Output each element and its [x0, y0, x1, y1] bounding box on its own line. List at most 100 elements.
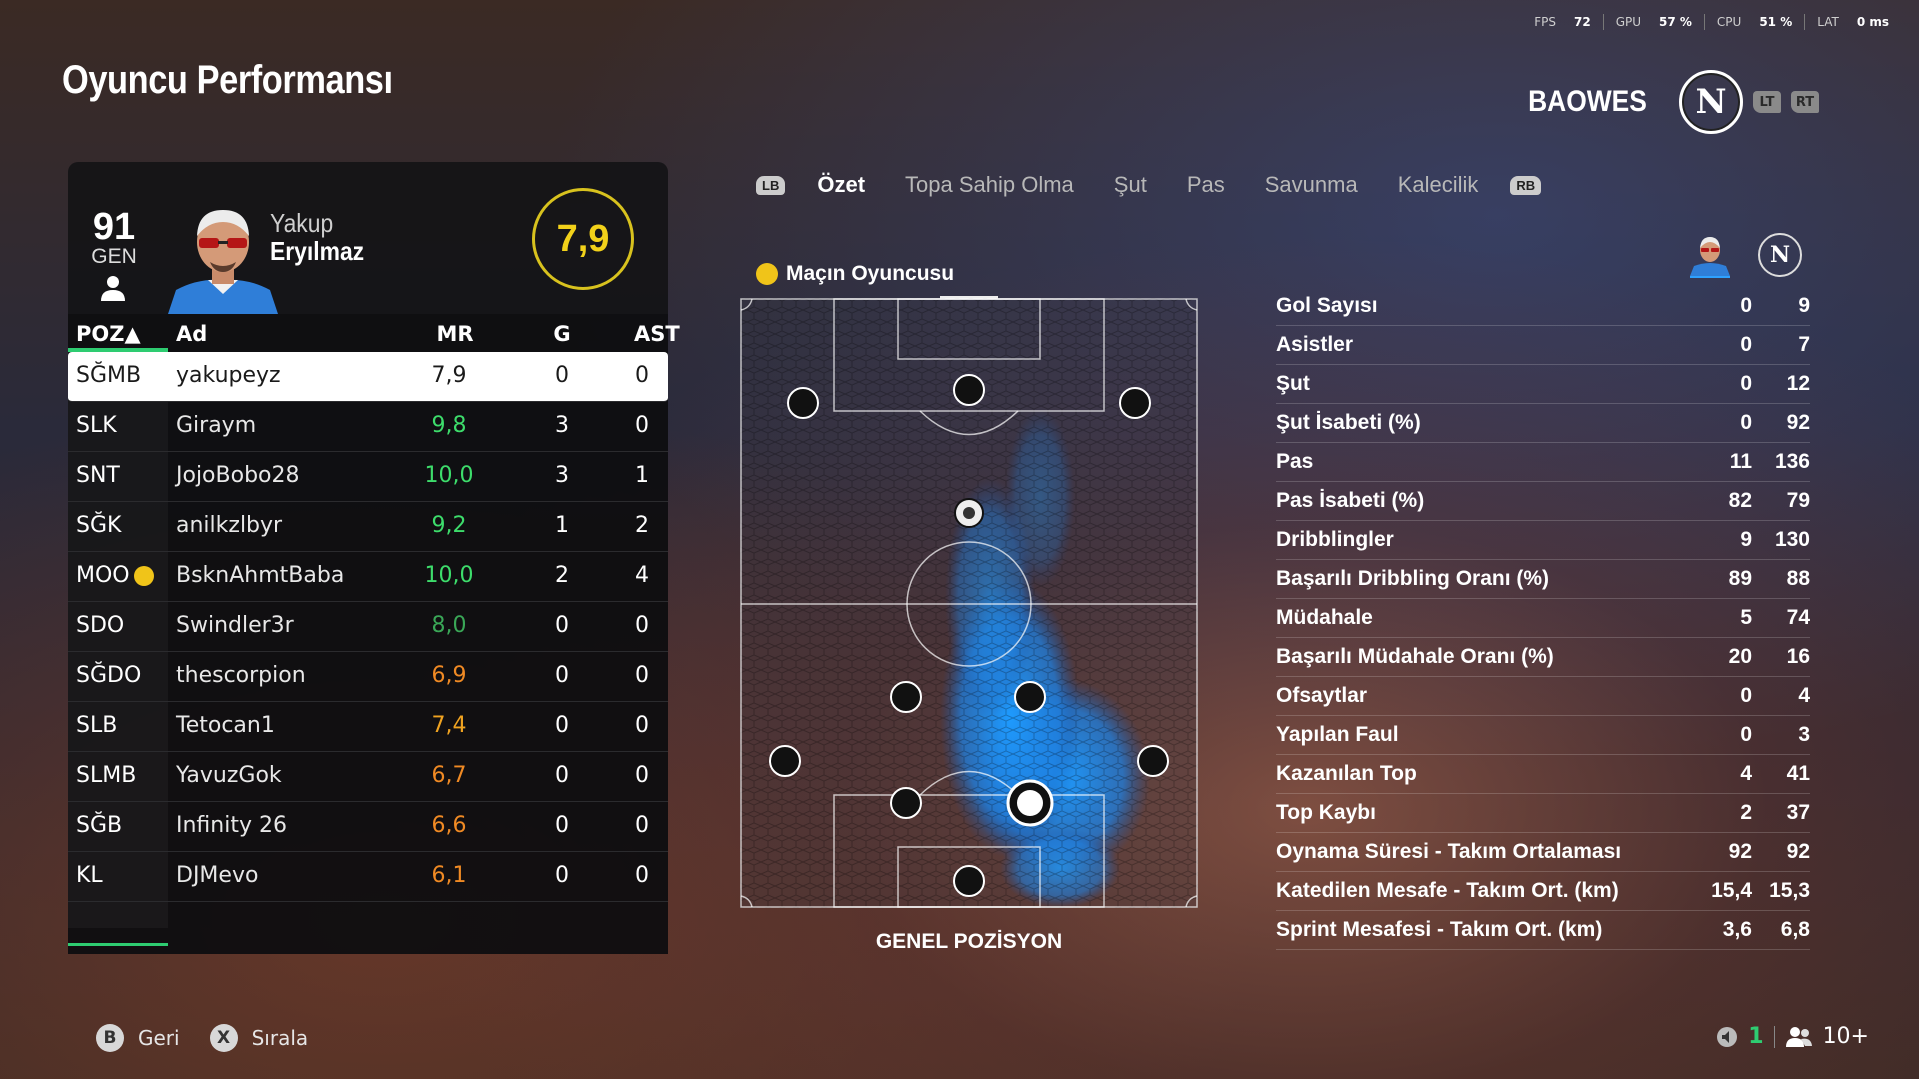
back-label[interactable]: Geri [138, 1026, 180, 1050]
stat-row: Başarılı Dribbling Oranı (%) 89 88 [1276, 560, 1810, 599]
tab-sut[interactable]: Şut [1113, 172, 1147, 197]
sort-label[interactable]: Sırala [251, 1026, 309, 1050]
stats-list: Gol Sayısı 0 9 Asistler 0 7 Şut 0 12 Şut İsabeti … [1276, 287, 1810, 950]
stat-player-value: 3,6 [1722, 918, 1752, 941]
row-player-name: yakupeyz [176, 363, 281, 388]
tab-savunma[interactable]: Savunma [1264, 172, 1358, 197]
row-position: SNT [76, 463, 120, 488]
table-row[interactable]: SDO Swindler3r 8,0 0 0 [68, 602, 668, 652]
stat-row: Top Kaybı 2 37 [1276, 794, 1810, 833]
stat-player-value: 0 [1740, 294, 1752, 317]
stat-team-value: 88 [1786, 567, 1810, 590]
tab-ozet[interactable]: Özet [817, 172, 866, 197]
header-name[interactable]: Ad [176, 322, 208, 346]
row-goals: 0 [555, 713, 569, 738]
lb-button[interactable]: LB [756, 175, 786, 195]
stat-player-value: 5 [1740, 606, 1752, 629]
row-player-name: Infinity 26 [176, 813, 287, 838]
team-ratings-table: POZ▲ Ad MR G AST SĞMB yakupeyz 7,9 0 0 SLK Gir… [68, 314, 680, 954]
x-button-icon[interactable]: X [209, 1024, 238, 1052]
table-row[interactable]: SĞMB yakupeyz 7,9 0 0 [68, 352, 668, 402]
header-mr[interactable]: MR [436, 322, 474, 346]
stat-label: Başarılı Müdahale Oranı (%) [1276, 645, 1554, 668]
stat-row: Pas İsabeti (%) 82 79 [1276, 482, 1810, 521]
row-player-name: Swindler3r [176, 613, 294, 638]
player-overall-label: GEN [91, 245, 137, 268]
stat-player-value: 89 [1728, 567, 1752, 590]
stat-row: Yapılan Faul 0 3 [1276, 716, 1810, 755]
rt-button[interactable]: RT [1791, 91, 1819, 113]
session-info: 1 10+ [1716, 1024, 1869, 1049]
row-assists: 0 [635, 713, 649, 738]
club-header: BAOWES N LT RT [1520, 70, 1819, 134]
row-goals: 3 [555, 413, 569, 438]
tab-topa-sahip-olma[interactable]: Topa Sahip Olma [905, 172, 1074, 197]
gpu-label: GPU [1615, 15, 1642, 29]
club-logo-letter: N [1695, 82, 1727, 122]
lat-label: LAT [1817, 15, 1839, 29]
row-assists: 0 [635, 813, 649, 838]
speaker-icon [1717, 1026, 1738, 1047]
stat-label: Dribblingler [1276, 528, 1394, 551]
table-row[interactable]: SĞK anilkzlbyr 9,2 1 2 [68, 502, 668, 552]
stat-label: Sprint Mesafesi - Takım Ort. (km) [1276, 918, 1603, 941]
stat-label: Başarılı Dribbling Oranı (%) [1276, 567, 1550, 590]
stat-team-value: 3 [1798, 723, 1810, 746]
table-row[interactable]: SLMB YavuzGok 6,7 0 0 [68, 752, 668, 802]
rb-button[interactable]: RB [1510, 175, 1542, 195]
header-pos[interactable]: POZ▲ [76, 322, 141, 346]
table-row[interactable]: SNT JojoBobo28 10,0 3 1 [68, 452, 668, 502]
row-assists: 0 [635, 363, 649, 388]
divider [1804, 14, 1806, 30]
tab-kalecilik[interactable]: Kalecilik [1397, 172, 1479, 197]
fps-label: FPS [1534, 15, 1556, 29]
stat-label: Top Kaybı [1276, 801, 1376, 824]
table-row[interactable]: SLB Tetocan1 7,4 0 0 [68, 702, 668, 752]
team-mini-logo-letter: N [1769, 242, 1791, 268]
fps-value: 72 [1573, 15, 1591, 29]
team-mini-logo-icon: N [1758, 233, 1802, 277]
stat-team-value: 9 [1798, 294, 1810, 317]
row-player-name: YavuzGok [176, 763, 282, 788]
stat-label: Şut İsabeti (%) [1276, 411, 1421, 434]
players-count: 1 [1748, 1024, 1764, 1049]
header-g[interactable]: G [553, 322, 571, 346]
stat-player-value: 9 [1740, 528, 1752, 551]
pitch-lines [740, 298, 1198, 908]
row-match-rating: 6,9 [431, 663, 467, 688]
row-position: SĞB [76, 813, 123, 838]
stat-team-value: 4 [1798, 684, 1810, 707]
header-ast[interactable]: AST [634, 322, 680, 346]
stat-row: Kazanılan Top 4 41 [1276, 755, 1810, 794]
b-button-icon[interactable]: B [96, 1024, 124, 1052]
man-of-the-match: Maçın Oyuncusu [756, 262, 954, 286]
motm-underline [940, 296, 998, 299]
player-last-name: Eryılmaz [270, 236, 365, 266]
divider [1773, 1025, 1775, 1048]
stat-player-value: 82 [1728, 489, 1752, 512]
table-row[interactable]: SĞDO thescorpion 6,9 0 0 [68, 652, 668, 702]
gpu-value: 57 % [1659, 15, 1692, 29]
club-name: BAOWES [1528, 85, 1647, 118]
tab-pas[interactable]: Pas [1186, 172, 1225, 197]
table-row[interactable]: SLK Giraym 9,8 3 0 [68, 402, 668, 452]
stat-team-value: 92 [1786, 411, 1810, 434]
row-player-name: thescorpion [176, 663, 306, 688]
player-first-name: Yakup [270, 208, 334, 238]
table-row[interactable]: SĞB Infinity 26 6,6 0 0 [68, 802, 668, 852]
divider [1602, 14, 1604, 30]
stat-team-value: 79 [1786, 489, 1810, 512]
lt-button[interactable]: LT [1753, 91, 1781, 113]
stat-row: Şut İsabeti (%) 0 92 [1276, 404, 1810, 443]
row-position: SLK [76, 413, 117, 438]
row-goals: 1 [555, 513, 569, 538]
table-row[interactable]: MOO BsknAhmtBaba 10,0 2 4 [68, 552, 668, 602]
stat-player-value: 11 [1729, 450, 1752, 473]
row-match-rating: 9,8 [431, 413, 467, 438]
scroll-indicator [68, 943, 168, 946]
group-icon [1785, 1026, 1812, 1047]
row-position: SĞDO [76, 663, 142, 688]
table-row[interactable]: KL DJMevo 6,1 0 0 [68, 852, 668, 902]
stat-team-value: 6,8 [1780, 918, 1810, 941]
stat-label: Pas [1276, 450, 1314, 473]
